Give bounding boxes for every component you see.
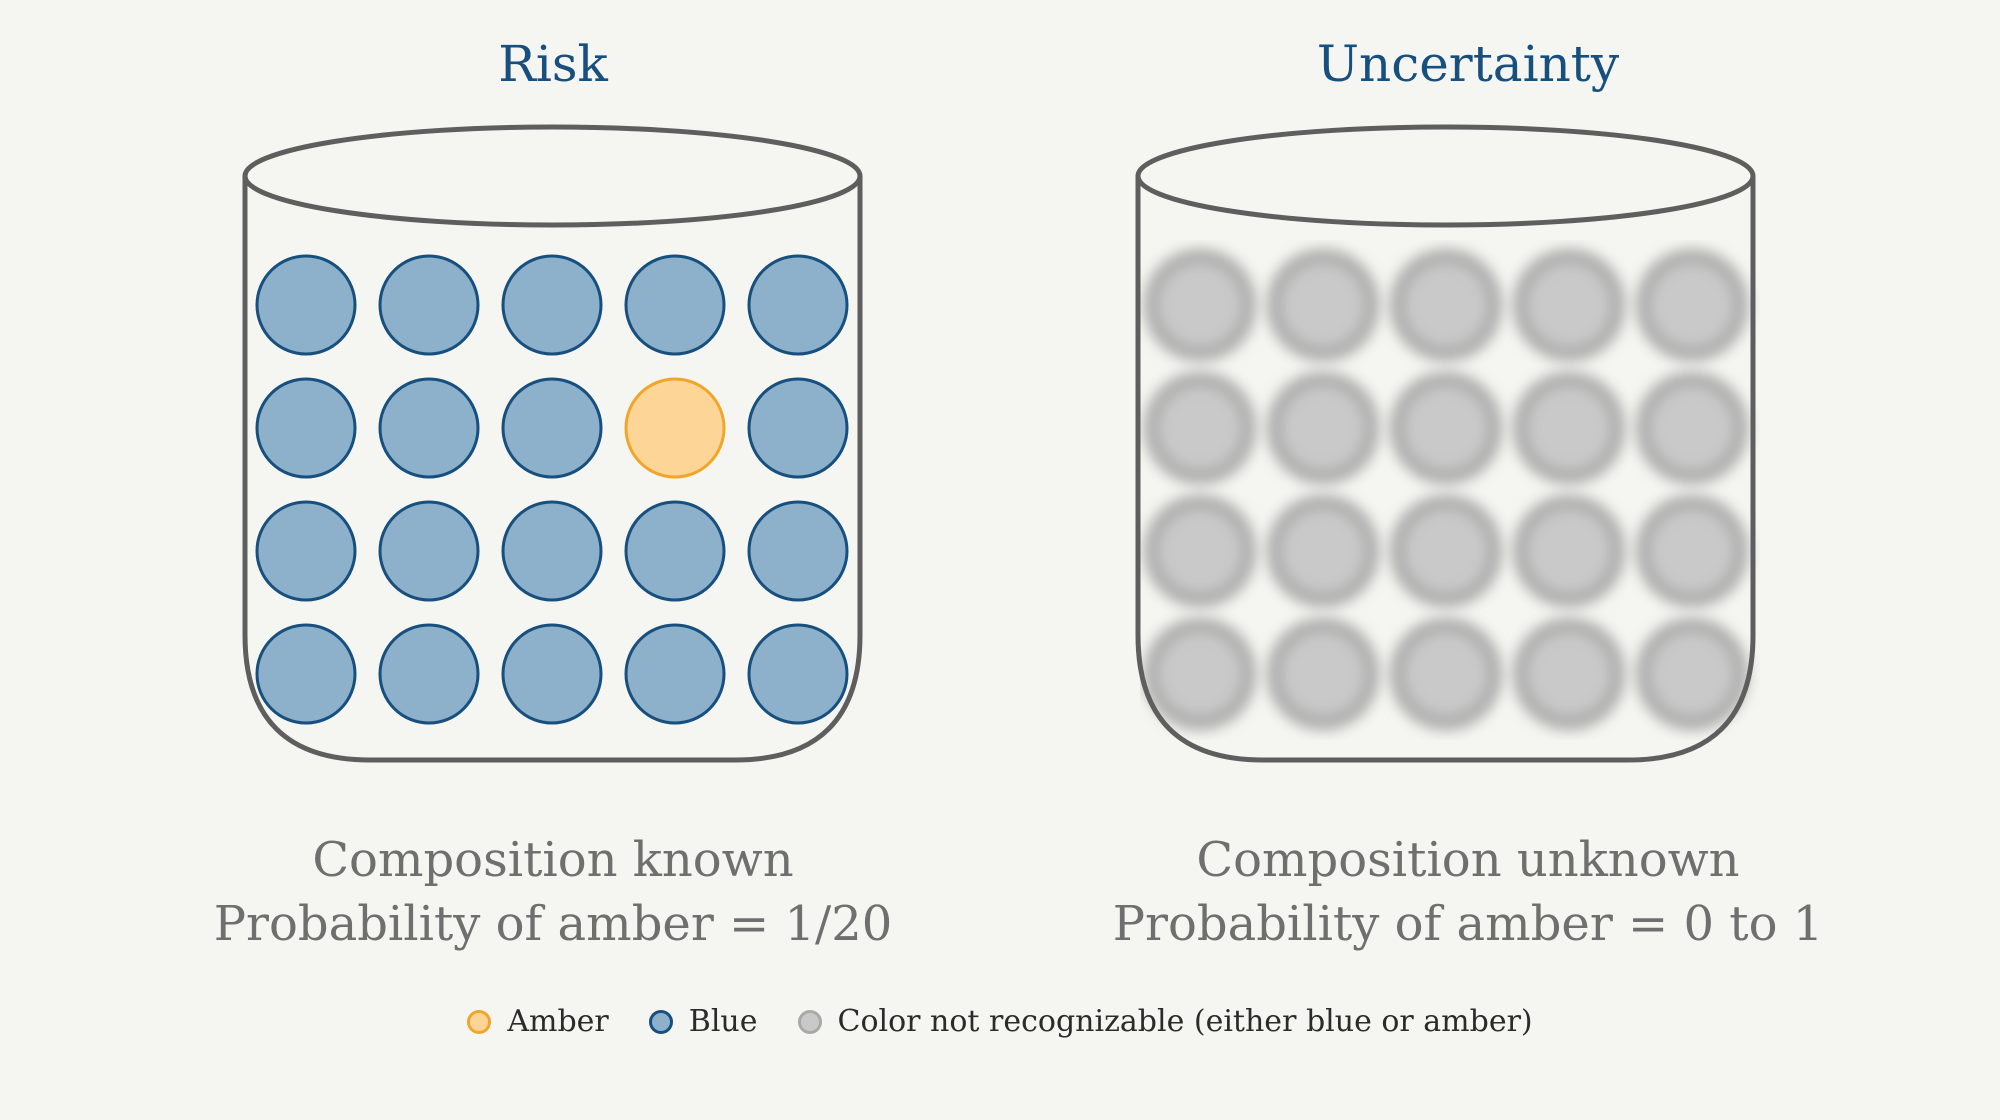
- unknown-ball: [1144, 495, 1256, 607]
- unknown-ball: [1390, 495, 1502, 607]
- blue-ball: [501, 623, 603, 725]
- amber-swatch-icon: [467, 1009, 492, 1034]
- risk-caption: Composition known Probability of amber =…: [173, 828, 933, 956]
- blue-ball: [747, 377, 849, 479]
- blue-ball: [624, 254, 726, 356]
- blue-ball: [624, 500, 726, 602]
- uncertainty-caption: Composition unknown Probability of amber…: [1088, 828, 1848, 956]
- unknown-ball: [1144, 618, 1256, 730]
- blue-ball: [378, 623, 480, 725]
- unknown-ball: [1636, 495, 1748, 607]
- unknown-ball: [1267, 618, 1379, 730]
- unknown-ball: [1267, 495, 1379, 607]
- legend: Amber Blue Color not recognizable (eithe…: [0, 1004, 2000, 1039]
- risk-caption-line2: Probability of amber = 1/20: [213, 896, 893, 952]
- legend-item-amber: Amber: [467, 1004, 609, 1039]
- blue-ball: [255, 623, 357, 725]
- unknown-ball: [1390, 372, 1502, 484]
- unknown-ball: [1513, 249, 1625, 361]
- blue-ball: [255, 500, 357, 602]
- unknown-ball: [1144, 249, 1256, 361]
- unknown-swatch-icon: [797, 1009, 822, 1034]
- legend-label-unknown: Color not recognizable (either blue or a…: [837, 1004, 1533, 1039]
- blue-ball: [378, 500, 480, 602]
- unknown-ball: [1636, 372, 1748, 484]
- blue-ball: [255, 377, 357, 479]
- blue-swatch-icon: [648, 1009, 673, 1034]
- blue-ball: [501, 254, 603, 356]
- legend-item-unknown: Color not recognizable (either blue or a…: [797, 1004, 1533, 1039]
- blue-ball: [378, 254, 480, 356]
- unknown-ball: [1513, 618, 1625, 730]
- unknown-ball: [1636, 249, 1748, 361]
- blue-ball: [501, 500, 603, 602]
- legend-label-amber: Amber: [507, 1004, 609, 1039]
- legend-item-blue: Blue: [648, 1004, 758, 1039]
- blue-ball: [747, 623, 849, 725]
- legend-label-blue: Blue: [688, 1004, 758, 1039]
- uncertainty-caption-line2: Probability of amber = 0 to 1: [1112, 896, 1824, 952]
- risk-title: Risk: [498, 35, 608, 93]
- unknown-ball: [1390, 618, 1502, 730]
- blue-ball: [747, 500, 849, 602]
- uncertainty-caption-line1: Composition unknown: [1196, 832, 1740, 888]
- unknown-ball: [1513, 372, 1625, 484]
- risk-ball-grid: [255, 254, 849, 725]
- amber-ball: [624, 377, 726, 479]
- unknown-ball: [1636, 618, 1748, 730]
- unknown-ball: [1513, 495, 1625, 607]
- unknown-ball: [1267, 249, 1379, 361]
- uncertainty-ball-grid: [1144, 249, 1748, 730]
- unknown-ball: [1144, 372, 1256, 484]
- risk-jar: [242, 124, 863, 763]
- uncertainty-title: Uncertainty: [1316, 35, 1620, 93]
- blue-ball: [747, 254, 849, 356]
- uncertainty-jar: [1135, 124, 1756, 763]
- blue-ball: [378, 377, 480, 479]
- unknown-ball: [1267, 372, 1379, 484]
- blue-ball: [624, 623, 726, 725]
- blue-ball: [501, 377, 603, 479]
- unknown-ball: [1390, 249, 1502, 361]
- risk-caption-line1: Composition known: [312, 832, 794, 888]
- blue-ball: [255, 254, 357, 356]
